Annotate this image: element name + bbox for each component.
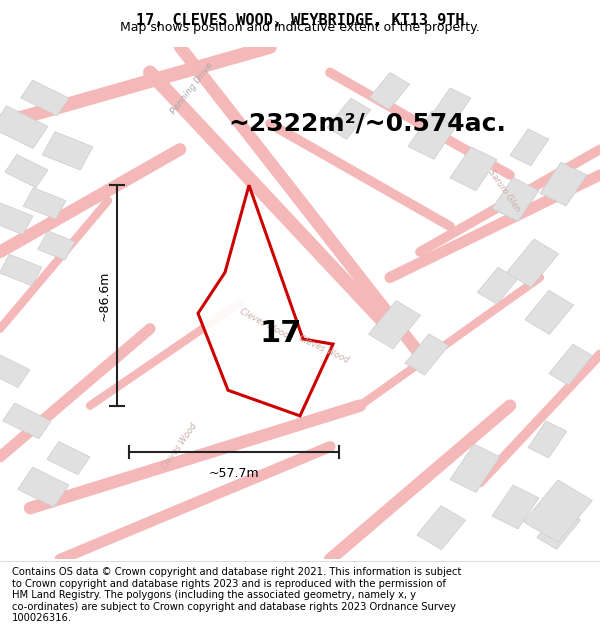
Bar (450, 147, 497, 191)
Bar (478, 268, 518, 304)
Bar (20, 80, 69, 116)
Text: Cleves Wood: Cleves Wood (238, 307, 290, 341)
Bar (38, 231, 75, 260)
Bar (492, 485, 539, 529)
Bar (408, 111, 458, 159)
Text: HM Land Registry. The polygons (including the associated geometry, namely x, y: HM Land Registry. The polygons (includin… (12, 590, 416, 600)
Bar (23, 188, 66, 219)
Bar (405, 334, 449, 375)
Bar (450, 444, 500, 493)
Bar (492, 177, 539, 221)
Bar (417, 506, 466, 549)
Bar (528, 421, 567, 458)
Text: Penning Drive: Penning Drive (169, 60, 215, 116)
Polygon shape (198, 185, 333, 416)
Bar (537, 508, 581, 549)
Text: Cleves Wood: Cleves Wood (161, 422, 199, 471)
Text: Contains OS data © Crown copyright and database right 2021. This information is : Contains OS data © Crown copyright and d… (12, 568, 461, 578)
Text: 17, CLEVES WOOD, WEYBRIDGE, KT13 9TH: 17, CLEVES WOOD, WEYBRIDGE, KT13 9TH (136, 13, 464, 28)
Bar (2, 403, 51, 439)
Text: co-ordinates) are subject to Crown copyright and database rights 2023 Ordnance S: co-ordinates) are subject to Crown copyr… (12, 602, 456, 612)
Text: Sarum Glen: Sarum Glen (486, 168, 522, 213)
Text: ~86.6m: ~86.6m (97, 270, 110, 321)
Text: 100026316.: 100026316. (12, 613, 72, 623)
Bar (510, 129, 549, 166)
Text: ~57.7m: ~57.7m (209, 467, 259, 480)
Bar (0, 106, 48, 149)
Bar (368, 301, 421, 349)
Bar (42, 132, 93, 170)
Bar (432, 88, 471, 125)
Bar (525, 290, 574, 334)
Text: Cleves Wood: Cleves Wood (298, 334, 350, 365)
Bar (5, 154, 48, 188)
Bar (524, 480, 592, 542)
Bar (370, 72, 410, 109)
Bar (549, 344, 593, 385)
Text: ~2322m²/~0.574ac.: ~2322m²/~0.574ac. (228, 112, 506, 136)
Text: 17: 17 (259, 319, 301, 348)
Bar (540, 162, 587, 206)
Bar (327, 98, 371, 139)
Bar (506, 239, 559, 288)
Bar (47, 441, 90, 474)
Text: to Crown copyright and database rights 2023 and is reproduced with the permissio: to Crown copyright and database rights 2… (12, 579, 446, 589)
Bar (0, 201, 33, 234)
Bar (0, 354, 30, 388)
Bar (0, 254, 42, 286)
Bar (17, 467, 69, 508)
Text: Map shows position and indicative extent of the property.: Map shows position and indicative extent… (120, 21, 480, 34)
